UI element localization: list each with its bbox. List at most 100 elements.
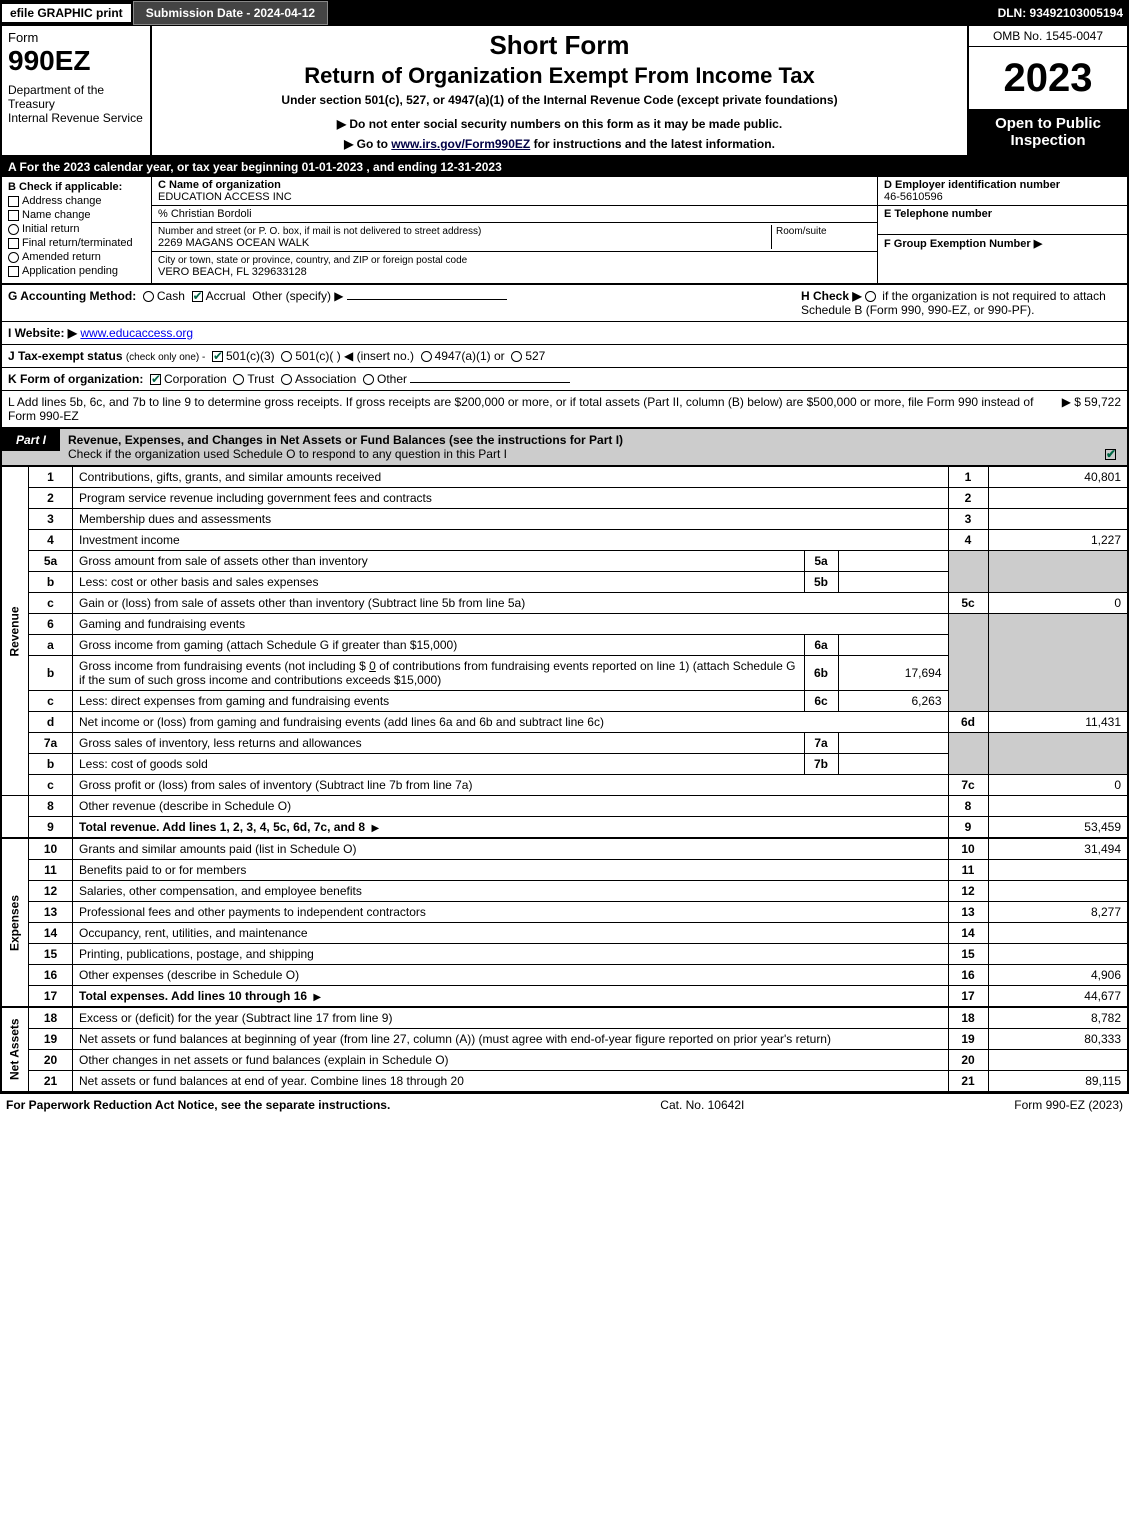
line-10-num: 10: [29, 838, 73, 860]
association-radio[interactable]: [281, 374, 292, 385]
line-10-rv: 31,494: [988, 838, 1128, 860]
tax-year: 2023: [969, 47, 1127, 109]
section-l-value: ▶ $ 59,722: [1054, 395, 1121, 423]
irs-link[interactable]: www.irs.gov/Form990EZ: [391, 137, 530, 151]
grey-7v: [988, 733, 1128, 775]
grey-5v: [988, 551, 1128, 593]
section-b-label: B Check if applicable:: [8, 181, 145, 193]
check-name-change[interactable]: Name change: [8, 209, 145, 221]
accrual-checkbox[interactable]: [192, 291, 203, 302]
line-15-num: 15: [29, 944, 73, 965]
check-address-change[interactable]: Address change: [8, 195, 145, 207]
line-3: 3 Membership dues and assessments 3: [1, 509, 1128, 530]
trust-label: Trust: [247, 372, 274, 386]
line-4-desc: Investment income: [79, 533, 180, 547]
schedule-o-checkbox[interactable]: [1105, 449, 1116, 460]
line-19-rn: 19: [948, 1029, 988, 1050]
line-14-desc: Occupancy, rent, utilities, and maintena…: [79, 926, 308, 940]
line-4: 4 Investment income 4 1,227: [1, 530, 1128, 551]
other-specify-input[interactable]: [347, 299, 507, 300]
arrow-icon: [368, 820, 382, 834]
check-amended-return[interactable]: Amended return: [8, 251, 145, 263]
trust-radio[interactable]: [233, 374, 244, 385]
expenses-vlabel: Expenses: [1, 838, 29, 1007]
line-8: 8 Other revenue (describe in Schedule O)…: [1, 796, 1128, 817]
line-19-desc: Net assets or fund balances at beginning…: [79, 1032, 831, 1046]
other-org-input[interactable]: [410, 382, 570, 383]
line-2-rn: 2: [948, 488, 988, 509]
line-10-rn: 10: [948, 838, 988, 860]
line-10: Expenses 10 Grants and similar amounts p…: [1, 838, 1128, 860]
line-5a-desc: Gross amount from sale of assets other t…: [79, 554, 368, 568]
check-final-return[interactable]: Final return/terminated: [8, 237, 145, 249]
line-7b-mv: [838, 754, 948, 775]
501c-label: 501(c)( ) ◀ (insert no.): [295, 349, 414, 363]
line-5a-mv: [838, 551, 948, 572]
line-5b-mv: [838, 572, 948, 593]
other-org-radio[interactable]: [363, 374, 374, 385]
name-change-label: Name change: [22, 209, 91, 221]
line-6d-num: d: [29, 712, 73, 733]
header-middle: Short Form Return of Organization Exempt…: [152, 26, 967, 155]
line-7a-num: 7a: [29, 733, 73, 754]
line-11-desc: Benefits paid to or for members: [79, 863, 246, 877]
501c3-checkbox[interactable]: [212, 351, 223, 362]
grey-6v: [988, 614, 1128, 712]
4947-label: 4947(a)(1) or: [435, 349, 505, 363]
501c-radio[interactable]: [281, 351, 292, 362]
line-6-num: 6: [29, 614, 73, 635]
form-number: 990EZ: [8, 45, 144, 77]
line-1-num: 1: [29, 467, 73, 488]
line-8-num: 8: [29, 796, 73, 817]
line-6b-num: b: [29, 656, 73, 691]
cash-radio[interactable]: [143, 291, 154, 302]
street-address: 2269 MAGANS OCEAN WALK: [158, 237, 309, 249]
check-application-pending[interactable]: Application pending: [8, 265, 145, 277]
line-6d-desc: Net income or (loss) from gaming and fun…: [79, 715, 604, 729]
line-7c: c Gross profit or (loss) from sales of i…: [1, 775, 1128, 796]
line-6b-mn: 6b: [804, 656, 838, 691]
revenue-vlabel: Revenue: [1, 467, 29, 796]
line-18: Net Assets 18 Excess or (deficit) for th…: [1, 1007, 1128, 1029]
line-14-num: 14: [29, 923, 73, 944]
line-8-desc: Other revenue (describe in Schedule O): [79, 799, 291, 813]
line-7b-num: b: [29, 754, 73, 775]
line-6b-desc1: Gross income from fundraising events (no…: [79, 659, 366, 673]
line-6c-desc: Less: direct expenses from gaming and fu…: [79, 694, 389, 708]
tax-exempt-note: (check only one) -: [126, 352, 205, 363]
line-12-desc: Salaries, other compensation, and employ…: [79, 884, 362, 898]
line-12-num: 12: [29, 881, 73, 902]
section-h-label: H Check ▶: [801, 289, 862, 303]
line-5c-num: c: [29, 593, 73, 614]
line-1-rv: 40,801: [988, 467, 1128, 488]
line-19: 19 Net assets or fund balances at beginn…: [1, 1029, 1128, 1050]
check-initial-return[interactable]: Initial return: [8, 223, 145, 235]
line-1: Revenue 1 Contributions, gifts, grants, …: [1, 467, 1128, 488]
line-6a-mv: [838, 635, 948, 656]
line-15-rn: 15: [948, 944, 988, 965]
submission-date-button[interactable]: Submission Date - 2024-04-12: [133, 1, 328, 25]
grey-5: [948, 551, 988, 593]
address-change-label: Address change: [22, 195, 102, 207]
corporation-checkbox[interactable]: [150, 374, 161, 385]
revenue-vlabel-cont: [1, 796, 29, 839]
form-word: Form: [8, 30, 144, 45]
section-k: K Form of organization: Corporation Trus…: [0, 368, 1129, 391]
catalog-number: Cat. No. 10642I: [660, 1098, 744, 1112]
line-5a: 5a Gross amount from sale of assets othe…: [1, 551, 1128, 572]
line-7a-desc: Gross sales of inventory, less returns a…: [79, 736, 362, 750]
line-17-rv: 44,677: [988, 986, 1128, 1008]
line-3-rn: 3: [948, 509, 988, 530]
website-link[interactable]: www.educaccess.org: [80, 326, 193, 340]
line-2-num: 2: [29, 488, 73, 509]
other-org-label: Other: [377, 372, 407, 386]
line-12: 12 Salaries, other compensation, and emp…: [1, 881, 1128, 902]
form-header: Form 990EZ Department of the Treasury In…: [0, 26, 1129, 157]
4947-radio[interactable]: [421, 351, 432, 362]
header-left: Form 990EZ Department of the Treasury In…: [2, 26, 152, 155]
application-pending-label: Application pending: [22, 265, 118, 277]
line-9-desc: Total revenue. Add lines 1, 2, 3, 4, 5c,…: [79, 820, 365, 834]
527-radio[interactable]: [511, 351, 522, 362]
line-15-rv: [988, 944, 1128, 965]
schedule-b-radio[interactable]: [865, 291, 876, 302]
